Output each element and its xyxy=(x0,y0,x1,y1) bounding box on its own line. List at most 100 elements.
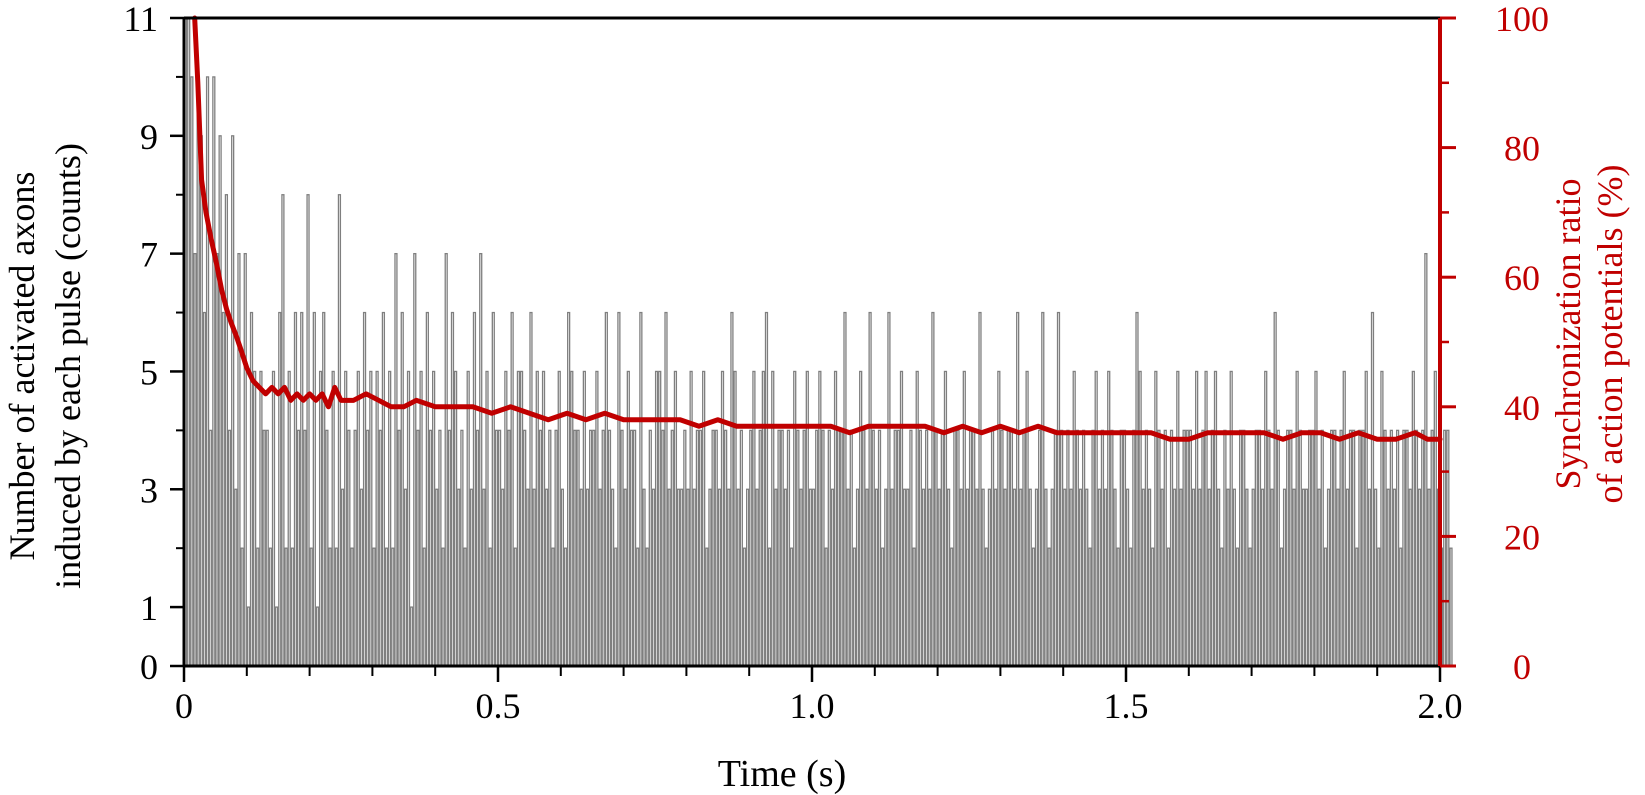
bar xyxy=(1229,370,1233,667)
x-axis-label: Time (s) xyxy=(718,753,846,795)
bar xyxy=(1333,429,1337,667)
bar xyxy=(1069,488,1073,667)
bar xyxy=(1251,488,1255,667)
bar xyxy=(453,370,458,667)
bar xyxy=(780,429,784,667)
bar xyxy=(337,194,342,667)
bar xyxy=(1314,370,1318,667)
bar xyxy=(903,488,907,667)
bar xyxy=(705,547,709,667)
bar xyxy=(1370,311,1375,667)
bar xyxy=(457,488,461,667)
y-left-tick-label: 11 xyxy=(123,0,158,39)
bar xyxy=(686,488,690,667)
bar xyxy=(312,311,316,667)
bar xyxy=(1386,488,1390,667)
bar xyxy=(934,429,938,667)
bar xyxy=(243,252,247,667)
bar xyxy=(501,488,505,667)
bar xyxy=(1169,429,1174,667)
bar xyxy=(268,547,272,667)
bar xyxy=(1129,547,1133,667)
bar xyxy=(460,429,464,667)
bar xyxy=(972,429,976,667)
bar xyxy=(560,488,565,667)
bar xyxy=(1223,429,1227,667)
bar xyxy=(1298,429,1302,667)
bar xyxy=(761,370,765,667)
bar xyxy=(598,488,602,667)
bar xyxy=(1179,488,1183,667)
bar xyxy=(1081,429,1086,667)
bar xyxy=(237,252,241,667)
bar xyxy=(1282,488,1287,667)
bar xyxy=(579,488,583,667)
bar xyxy=(1016,311,1020,667)
bar xyxy=(937,488,941,667)
bar xyxy=(1060,429,1064,667)
bar xyxy=(529,311,533,667)
bar xyxy=(403,488,407,667)
bar xyxy=(224,194,229,667)
bar xyxy=(193,252,197,667)
bar xyxy=(981,488,985,667)
bar xyxy=(1213,370,1218,667)
bar xyxy=(909,429,913,667)
bar xyxy=(1119,429,1123,667)
bar xyxy=(673,370,678,667)
bar xyxy=(507,429,511,667)
bar xyxy=(645,547,649,667)
bar xyxy=(739,429,743,667)
bar xyxy=(485,370,489,667)
bar xyxy=(617,311,621,667)
bar xyxy=(1022,429,1026,667)
bar xyxy=(1295,370,1299,667)
bar xyxy=(912,547,916,667)
bar xyxy=(1100,429,1105,667)
bar xyxy=(799,488,803,667)
bar xyxy=(943,370,948,667)
bar xyxy=(1392,488,1397,667)
bar xyxy=(676,488,681,667)
bar xyxy=(962,370,966,667)
bar xyxy=(234,488,238,667)
bar xyxy=(1138,370,1142,667)
y-right-tick-label: 0 xyxy=(1513,647,1531,687)
bar xyxy=(874,488,879,667)
bar xyxy=(1141,488,1145,667)
bar xyxy=(548,429,552,667)
y-axis-right-label-line1: Synchronization ratio xyxy=(1548,179,1588,490)
line-series-layer xyxy=(192,15,1443,442)
bar xyxy=(1311,429,1315,667)
bar xyxy=(1006,429,1010,667)
y-left-tick-label: 9 xyxy=(140,117,158,157)
bar xyxy=(777,429,781,667)
bar xyxy=(334,547,338,667)
bar xyxy=(1395,429,1400,667)
bar xyxy=(1103,488,1108,667)
bar xyxy=(890,488,894,667)
bar xyxy=(1408,488,1412,667)
bar xyxy=(366,429,370,667)
bar xyxy=(209,429,213,667)
bar xyxy=(271,370,276,667)
bar xyxy=(1041,311,1045,667)
bar xyxy=(221,311,225,667)
bar xyxy=(714,429,718,667)
y-left-tick-label: 5 xyxy=(140,352,158,392)
bar xyxy=(1273,311,1277,667)
y-right-tick-label: 60 xyxy=(1504,258,1540,298)
bar xyxy=(601,429,605,667)
bar xyxy=(1449,547,1453,667)
bar xyxy=(1267,429,1271,667)
bar xyxy=(253,370,257,667)
x-tick-label: 2.0 xyxy=(1418,686,1463,726)
bar xyxy=(1072,370,1076,667)
bar xyxy=(1238,429,1243,667)
bar xyxy=(811,488,816,667)
bar xyxy=(1320,429,1324,667)
bar xyxy=(1342,370,1346,667)
bar xyxy=(344,370,348,667)
bar xyxy=(1399,547,1403,667)
bar xyxy=(1339,429,1343,667)
